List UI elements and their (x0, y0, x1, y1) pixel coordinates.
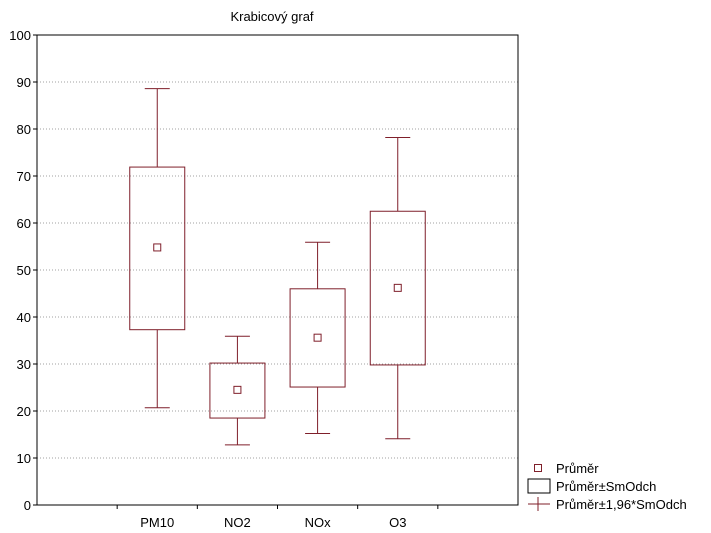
y-tick-label: 80 (17, 122, 31, 137)
y-tick-label: 20 (17, 404, 31, 419)
y-tick-label: 70 (17, 169, 31, 184)
y-tick-label: 30 (17, 357, 31, 372)
y-tick-label: 100 (9, 28, 31, 43)
box-no2 (209, 335, 266, 446)
box-pm10 (129, 88, 186, 409)
sd-box (289, 288, 346, 388)
legend-mean-symbol (534, 464, 542, 472)
x-tick-label: NO2 (224, 515, 251, 530)
sd-box (209, 362, 266, 419)
y-tick-label: 10 (17, 451, 31, 466)
legend-box-symbol (527, 478, 551, 494)
mean-marker (153, 243, 162, 252)
grid-lines (37, 81, 518, 459)
mean-marker (313, 333, 322, 342)
y-tick-label: 0 (24, 498, 31, 513)
y-axis: 0 10 20 30 40 50 60 70 80 90 100 (9, 28, 37, 513)
box-o3 (369, 136, 426, 440)
x-tick-label: O3 (389, 515, 406, 530)
box-nox (289, 241, 346, 435)
chart-title: Krabicový graf (230, 9, 313, 24)
legend-item-whisker: Průměr±1,96*SmOdch (528, 497, 687, 512)
legend: Průměr Průměr±SmOdch Průměr±1,96*SmOdch (527, 461, 687, 512)
plot-frame (36, 34, 519, 506)
y-tick-label: 40 (17, 310, 31, 325)
y-tick-label: 50 (17, 263, 31, 278)
legend-label: Průměr (556, 461, 599, 476)
mean-marker (393, 283, 402, 292)
x-tick-label: NOx (305, 515, 332, 530)
legend-item-box: Průměr±SmOdch (527, 478, 656, 494)
sd-box (129, 166, 186, 331)
sd-box (369, 210, 426, 366)
legend-item-mean: Průměr (534, 461, 599, 476)
legend-label: Průměr±SmOdch (556, 479, 656, 494)
y-tick-label: 60 (17, 216, 31, 231)
y-tick-label: 90 (17, 75, 31, 90)
x-axis: PM10 NO2 NOx O3 (116, 505, 439, 530)
legend-label: Průměr±1,96*SmOdch (556, 497, 687, 512)
box-series (129, 88, 426, 446)
x-tick-label: PM10 (140, 515, 174, 530)
mean-marker (233, 385, 242, 394)
